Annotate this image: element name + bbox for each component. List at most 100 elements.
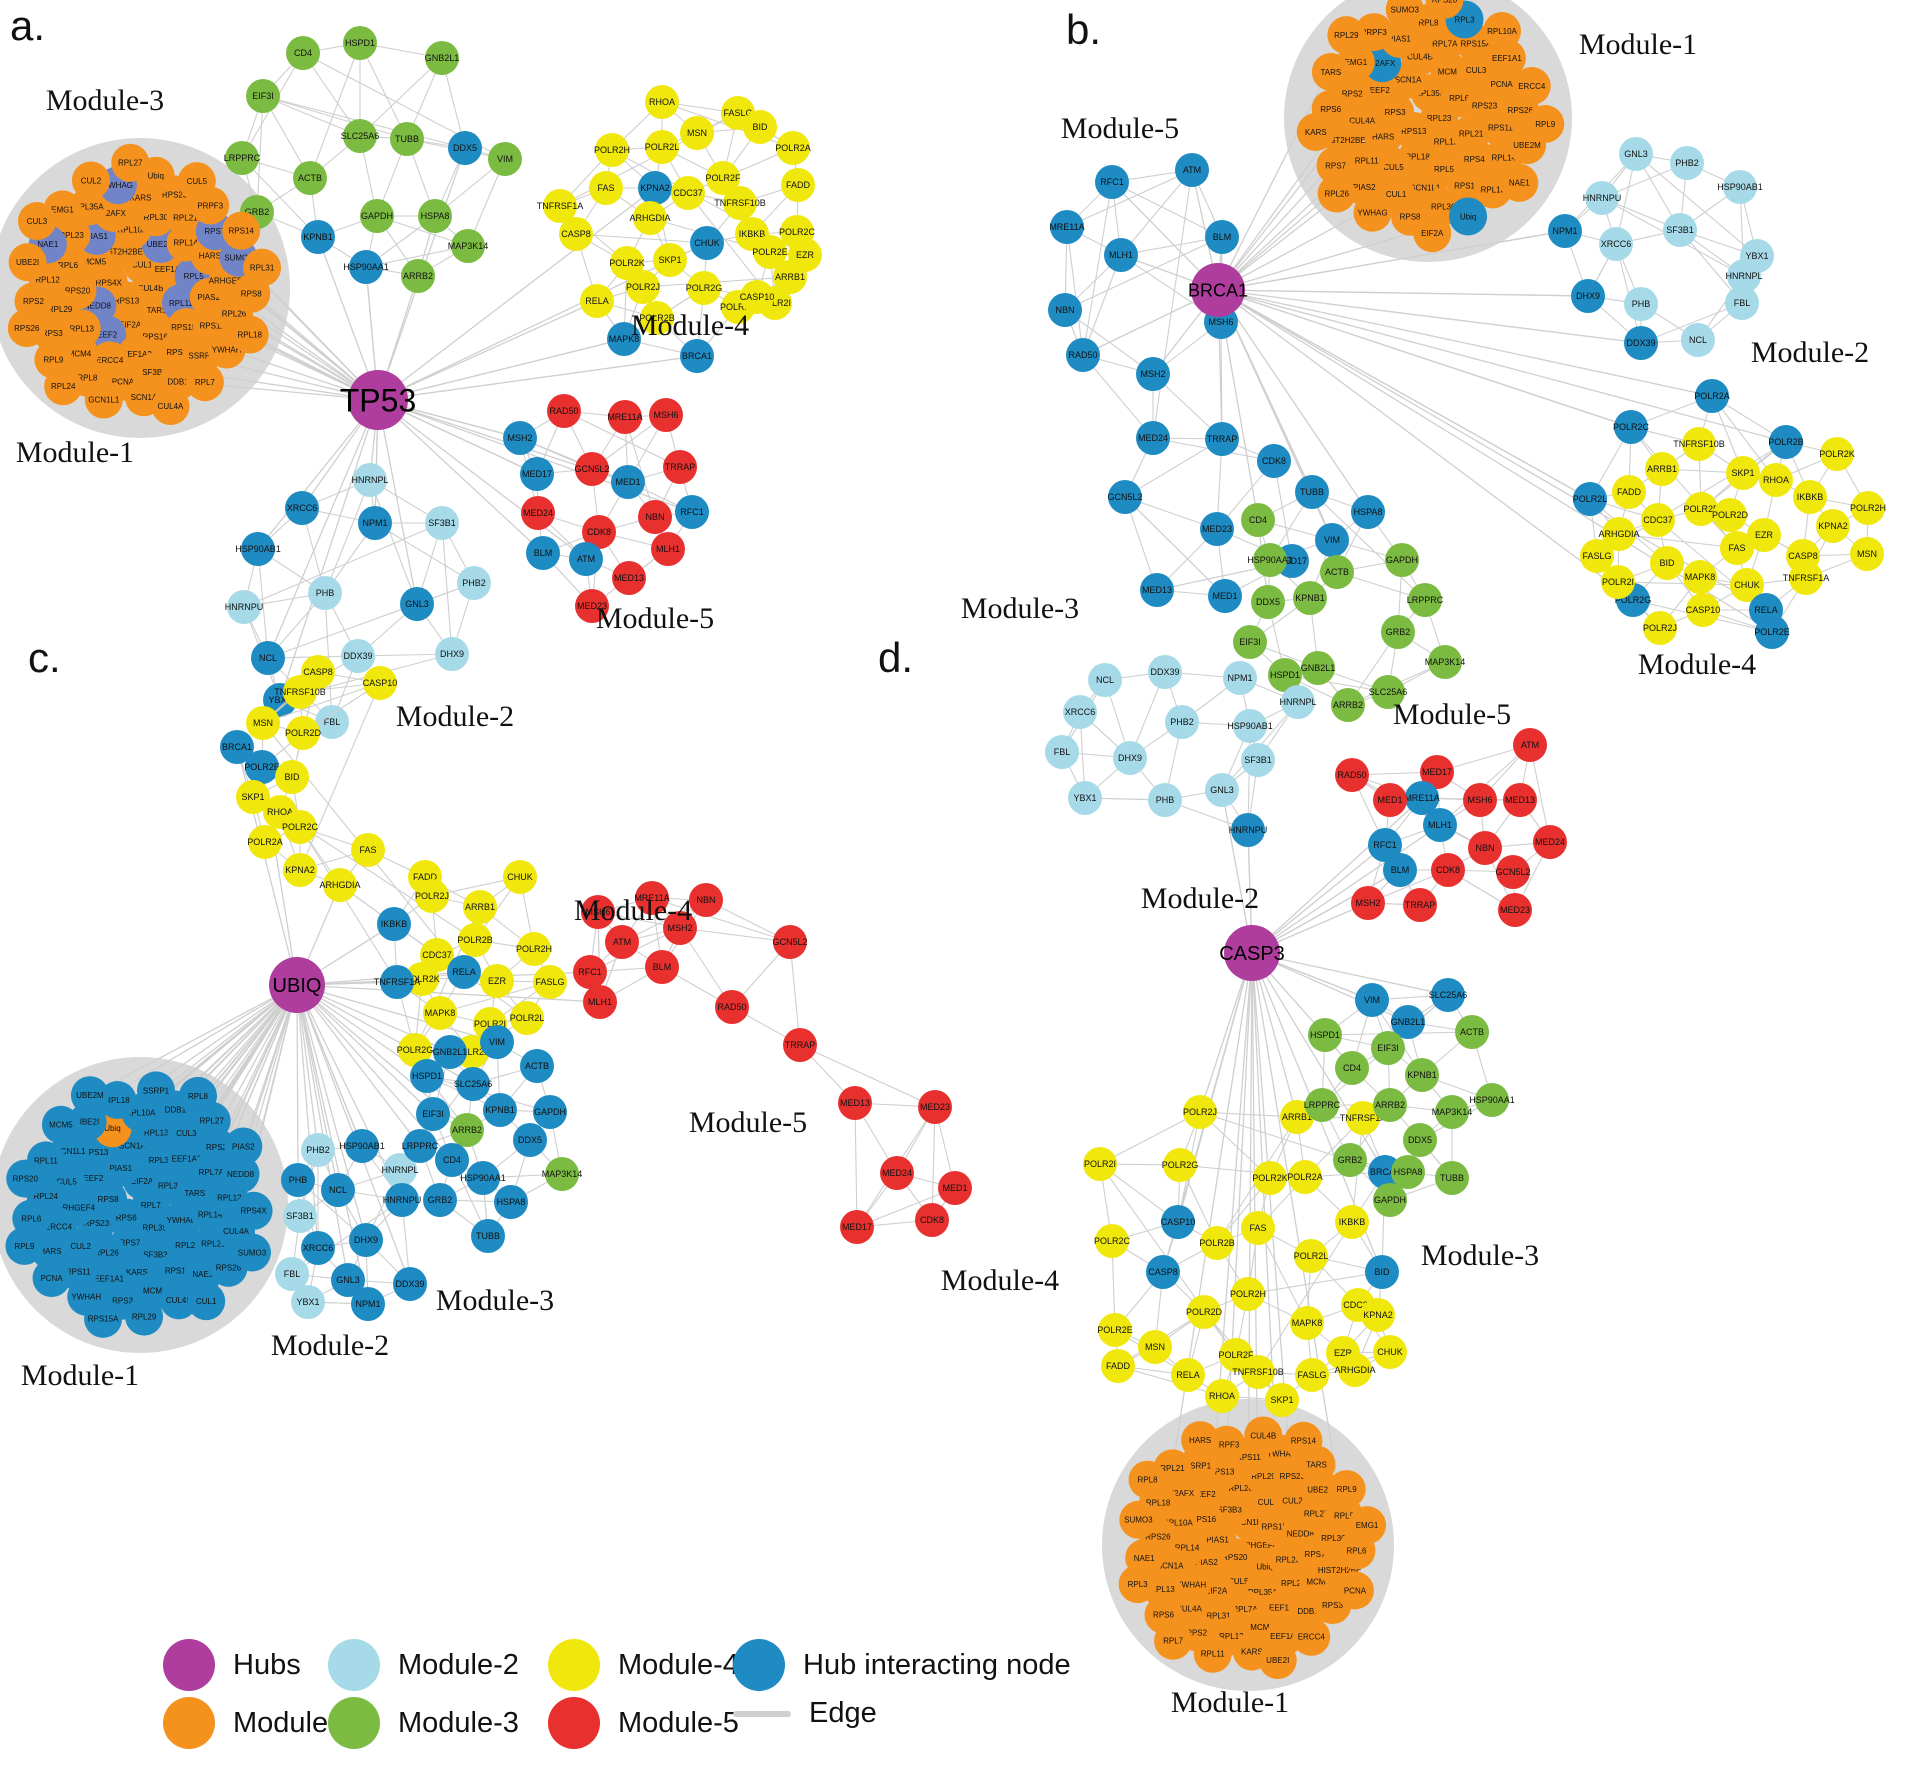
node-label: RPL12 (35, 275, 60, 284)
node-label: H2AFX (1168, 1489, 1194, 1498)
hub-node-CASP3 (1224, 925, 1280, 981)
node-label: ARHGEF4 (1239, 1541, 1277, 1550)
node-label: PCNA (1491, 80, 1514, 89)
node-label: YWHAH (71, 1293, 101, 1302)
node-MLH1 (1104, 238, 1138, 272)
legend-item-module3: Module-3 (328, 1697, 519, 1749)
node-ATM (1513, 728, 1547, 762)
node-MAPK8 (1290, 1306, 1324, 1340)
node-NPM1 (358, 506, 392, 540)
node-TARS (1311, 52, 1350, 91)
node-label: HIST2H2BE (99, 248, 143, 257)
node-label: EIF2A (131, 1177, 154, 1186)
panel-letter: c. (28, 634, 61, 681)
node-MAPK8 (607, 322, 641, 356)
node-label: DDX5 (453, 143, 477, 153)
node-GNL3 (331, 1263, 365, 1297)
legend-label: Module-3 (398, 1706, 519, 1739)
node-label: RPL6 (58, 261, 79, 270)
node-KPNB1 (1405, 1058, 1439, 1092)
node-label: SF3B3 (142, 368, 167, 377)
node-label: ARRB2 (1333, 700, 1363, 710)
node-CDK8 (915, 1203, 949, 1237)
node-label: BID (1374, 1267, 1390, 1277)
node-label: HARS (39, 1247, 61, 1256)
node-MSN (1850, 537, 1884, 571)
node-label: H2AFX (100, 209, 126, 218)
node-RAD50 (715, 990, 749, 1024)
node-label: RPL29 (132, 1312, 157, 1321)
node-DHX9 (435, 637, 469, 671)
node-label: BLM (653, 962, 672, 972)
node-label: POLR2B (1199, 1238, 1235, 1248)
node-label: POLR2G (1615, 595, 1652, 605)
node-label: CUL2 (81, 176, 102, 185)
node-label: RPS6 (1153, 1611, 1174, 1620)
node-label: RPS26 (1508, 106, 1534, 115)
node-PCNA (32, 1259, 71, 1298)
node-label: FADD (1106, 1361, 1131, 1371)
node-label: HARS (1372, 132, 1394, 141)
node-RAD50 (1335, 758, 1369, 792)
node-label: RPL18 (1146, 1498, 1171, 1507)
node-label: YBX1 (268, 695, 291, 705)
node-label: POLR2I (759, 298, 791, 308)
node-label: POLR2F (705, 173, 741, 183)
node-label: RPL29 (1334, 31, 1359, 40)
node-MAP3K14 (545, 1157, 579, 1191)
node-label: PIAS1 (1206, 1535, 1229, 1544)
node-label: RPL31 (250, 264, 275, 273)
node-label: KPNA2 (1363, 1310, 1393, 1320)
node-label: CD4 (1249, 515, 1267, 525)
node-RPL7 (1154, 1621, 1193, 1660)
node-POLR2F (1684, 492, 1718, 526)
node-label: ERCC4 (1518, 82, 1546, 91)
node-label: RPS13 (1401, 127, 1427, 136)
node-label: VIM (489, 1037, 505, 1047)
node-POLR2L (1294, 1239, 1328, 1273)
node-label: EIF3I (252, 91, 274, 101)
node-TUBB (1435, 1161, 1469, 1195)
legend-item-module1: Module-1 (163, 1697, 354, 1749)
node-MSH6 (649, 398, 683, 432)
node-label: H2AFX (1369, 59, 1395, 68)
node-label: RPL10A (126, 1109, 156, 1118)
node-NCL (321, 1173, 355, 1207)
node-FBL (275, 1257, 309, 1291)
node-label: SKP1 (241, 792, 264, 802)
node-label: IKBKB (1339, 1217, 1366, 1227)
node-label: RELA (585, 296, 609, 306)
node-label: KPNB1 (485, 1105, 515, 1115)
node-XRCC6 (1063, 695, 1097, 729)
module-label: Module-2 (1141, 882, 1259, 915)
node-MED23 (1498, 893, 1532, 927)
node-MED1 (611, 465, 645, 499)
node-FASLG (533, 965, 567, 999)
node-label: KARS (130, 194, 152, 203)
node-POLR2C (1095, 1224, 1129, 1258)
node-POLR2B (458, 923, 492, 957)
node-MAP3K14 (451, 229, 485, 263)
node-label: LRPPRC (224, 153, 261, 163)
node-label: SCN1A (1157, 1561, 1184, 1570)
hub-swatch (163, 1639, 215, 1691)
node-label: MCM4 (143, 1287, 167, 1296)
node-label: POLR2C (282, 822, 319, 832)
node-label: FAS (359, 845, 376, 855)
node-GCN5L2 (1108, 480, 1142, 514)
node-label: RPS8 (241, 290, 262, 299)
node-label: CDK8 (920, 1215, 944, 1225)
node-label: RPS15A (1460, 39, 1491, 48)
node-FAS (589, 171, 623, 205)
node-label: RPL5 (184, 272, 205, 281)
node-HNRNPL (1281, 685, 1315, 719)
node-label: PIAS1 (1388, 35, 1411, 44)
node-label: RPS2 (206, 1143, 227, 1152)
module-label: Module-3 (961, 592, 1079, 625)
node-label: GAPDH (1386, 555, 1418, 565)
node-label: HSP90AA1 (343, 262, 389, 272)
node-label: CHUK (507, 872, 533, 882)
node-label: RPL31 (158, 1182, 183, 1191)
node-label: LRPPRC (1407, 595, 1444, 605)
